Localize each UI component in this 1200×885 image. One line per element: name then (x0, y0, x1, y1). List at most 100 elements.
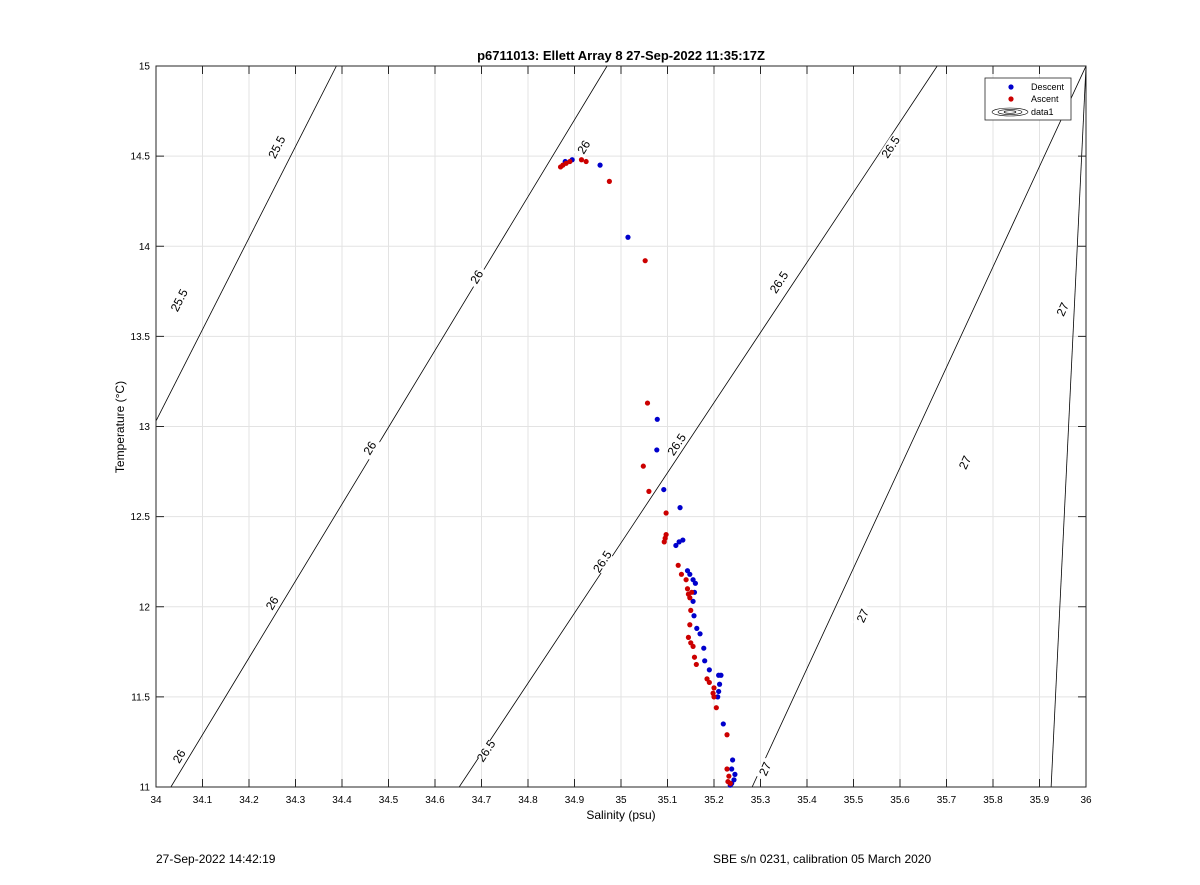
point-ascent (724, 732, 730, 738)
y-tick-label: 13.5 (131, 332, 151, 343)
grid-lines (155, 65, 1087, 788)
point-ascent (693, 661, 699, 668)
point-ascent (606, 178, 612, 184)
point-ascent (691, 654, 698, 660)
isopycnal-label: 27 (956, 453, 974, 471)
legend-marker-ascent (1008, 96, 1014, 102)
point-ascent (713, 705, 719, 711)
isopycnal-label-bg (768, 270, 790, 294)
point-descent (690, 598, 696, 604)
isopycnal-label: 26 (360, 439, 379, 458)
point-descent (687, 571, 693, 577)
point-descent (716, 681, 723, 687)
isopycnal-label-bg (955, 450, 975, 475)
isopycnal-label-bg (1053, 297, 1073, 321)
point-descent (716, 688, 722, 695)
point-ascent (687, 622, 693, 628)
y-tick-label: 13 (139, 422, 151, 433)
x-tick-label: 35.1 (658, 795, 678, 806)
point-descent (654, 416, 660, 422)
point-descent (720, 721, 726, 727)
x-tick-label: 35.4 (797, 795, 817, 806)
point-descent (597, 162, 603, 168)
point-ascent (685, 634, 692, 640)
footer-timestamp: 27-Sep-2022 14:42:19 (156, 852, 276, 866)
x-tick-label: 35 (615, 795, 627, 806)
point-ascent (727, 780, 733, 786)
isopycnal-label: 27 (1054, 300, 1072, 318)
point-ascent (675, 562, 681, 568)
legend-marker-descent (1008, 84, 1014, 90)
point-descent (654, 447, 660, 453)
x-tick-label: 35.7 (937, 795, 957, 806)
isopycnal-label: 27 (854, 606, 872, 624)
point-descent (730, 757, 736, 763)
point-descent (732, 771, 738, 777)
point-descent (706, 667, 712, 673)
y-tick-label: 11 (140, 783, 151, 794)
isopycnal-label-bg (267, 135, 287, 159)
y-tick-label: 14 (139, 242, 151, 253)
point-descent (673, 542, 679, 549)
x-tick-label: 35.9 (1030, 795, 1050, 806)
point-descent (694, 625, 700, 631)
point-ascent (583, 158, 589, 165)
x-tick-label: 34.7 (472, 795, 492, 806)
point-ascent (724, 766, 730, 772)
isopycnal-label-bg (573, 135, 595, 159)
isopycnal-label: 26 (467, 267, 486, 286)
point-ascent (663, 510, 669, 516)
point-ascent (706, 679, 712, 686)
x-tick-label: 34 (150, 795, 162, 806)
isopycnal-label: 26 (574, 138, 593, 157)
legend-contour-icon (991, 107, 1029, 117)
isopycnal-label-bg (475, 739, 497, 763)
point-ascent (661, 539, 667, 545)
isopycnal-label-bg (853, 604, 873, 628)
y-axis-ticks: 11 11.5 12 12.5 13 13.5 14 14.5 15 (131, 62, 1086, 794)
x-tick-label: 34.3 (286, 795, 306, 806)
point-ascent (567, 158, 573, 165)
x-tick-label: 34.2 (239, 795, 259, 806)
legend: Descent Ascent data1 (984, 77, 1072, 121)
x-axis-ticks: 34 34.1 34.2 34.3 34.4 34.5 34.6 34.7 34.8 34.9 35… (150, 66, 1092, 806)
isopycnal-line (458, 66, 938, 787)
y-tick-label: 11.5 (131, 692, 150, 703)
point-ascent (646, 488, 652, 494)
y-tick-label: 12.5 (131, 512, 151, 523)
isopycnal-label-bg (168, 744, 190, 769)
point-ascent (687, 595, 693, 601)
x-tick-label: 34.6 (425, 795, 445, 806)
point-descent (697, 631, 703, 637)
point-descent (677, 505, 683, 511)
data-points (557, 157, 738, 788)
x-tick-label: 35.5 (844, 795, 864, 806)
point-descent (718, 672, 724, 678)
isopycnal-label-bg (591, 550, 613, 574)
point-descent (661, 486, 667, 493)
x-tick-label: 35.6 (890, 795, 910, 806)
point-descent (701, 645, 707, 651)
x-tick-label: 34.1 (193, 795, 213, 806)
isopycnal-label-bg (261, 591, 283, 615)
y-tick-label: 15 (139, 62, 151, 73)
point-ascent (688, 607, 694, 613)
point-descent (680, 537, 686, 543)
isopycnal-label-bg (169, 288, 190, 312)
point-ascent (644, 400, 651, 406)
point-ascent (711, 685, 717, 691)
legend-label-ascent: Ascent (1031, 94, 1059, 104)
point-descent (729, 766, 735, 772)
point-ascent (711, 694, 717, 700)
x-tick-label: 34.9 (565, 795, 585, 806)
chart-title: p6711013: Ellett Array 8 27-Sep-2022 11:… (477, 48, 765, 63)
isopycnal-line (156, 66, 337, 422)
y-tick-label: 14.5 (131, 152, 151, 163)
isopycnal-label: 26 (170, 747, 189, 766)
isopycnal-label-bg (359, 436, 381, 460)
point-ascent (690, 643, 696, 650)
legend-label-data1: data1 (1031, 107, 1054, 117)
y-tick-label: 12 (139, 602, 151, 613)
point-ascent (726, 773, 732, 779)
